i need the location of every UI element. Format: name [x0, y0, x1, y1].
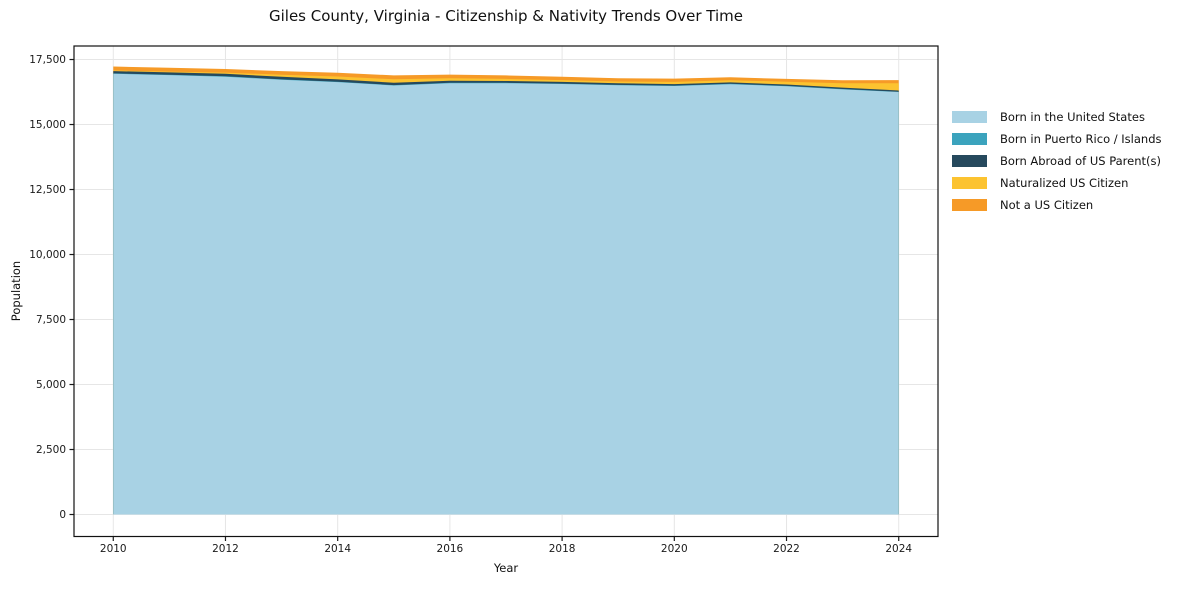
legend-label: Born Abroad of US Parent(s): [1000, 154, 1161, 168]
legend-label: Born in Puerto Rico / Islands: [1000, 132, 1162, 146]
y-tick-label: 5,000: [35, 378, 66, 391]
legend-swatch-born-abroad-of-us-parent-s: [952, 155, 987, 167]
x-tick-label: 2010: [99, 543, 127, 555]
chart-title: Giles County, Virginia - Citizenship & N…: [268, 7, 743, 25]
y-tick-label: 17,500: [29, 53, 66, 66]
plot-border: [73, 45, 939, 538]
legend-swatch-not-a-us-citizen: [952, 199, 987, 211]
legend-label: Naturalized US Citizen: [1000, 176, 1129, 190]
y-tick-label: 0: [59, 508, 66, 521]
legend-entry-born-in-puerto-rico-islands: Born in Puerto Rico / Islands: [952, 128, 1162, 150]
y-tick-label: 7,500: [35, 313, 66, 326]
x-tick-label: 2022: [773, 543, 800, 555]
legend-swatch-born-in-the-united-states: [952, 111, 987, 123]
legend-swatch-naturalized-us-citizen: [952, 177, 987, 189]
y-tick-label: 12,500: [29, 183, 66, 196]
x-tick-label: 2016: [436, 543, 464, 555]
legend-label: Born in the United States: [1000, 110, 1145, 124]
legend-swatch-born-in-puerto-rico-islands: [952, 133, 987, 145]
legend: Born in the United States Born in Puerto …: [952, 106, 1162, 216]
legend-entry-born-in-the-united-states: Born in the United States: [952, 106, 1162, 128]
legend-entry-naturalized-us-citizen: Naturalized US Citizen: [952, 172, 1162, 194]
legend-label: Not a US Citizen: [1000, 198, 1094, 212]
x-tick-label: 2024: [885, 543, 913, 555]
legend-entry-born-abroad-of-us-parent-s: Born Abroad of US Parent(s): [952, 150, 1162, 172]
x-tick-label: 2014: [324, 543, 352, 555]
x-axis-label: Year: [493, 561, 519, 575]
x-tick-label: 2020: [660, 543, 688, 555]
y-tick-label: 2,500: [35, 443, 66, 456]
y-axis-label: Population: [9, 260, 23, 322]
legend-entry-not-a-us-citizen: Not a US Citizen: [952, 194, 1162, 216]
y-tick-label: 15,000: [29, 118, 66, 131]
x-tick-label: 2018: [548, 543, 576, 555]
x-tick-label: 2012: [212, 543, 239, 555]
area-born-in-the-united-states: [113, 73, 899, 515]
y-tick-label: 10,000: [29, 248, 66, 261]
